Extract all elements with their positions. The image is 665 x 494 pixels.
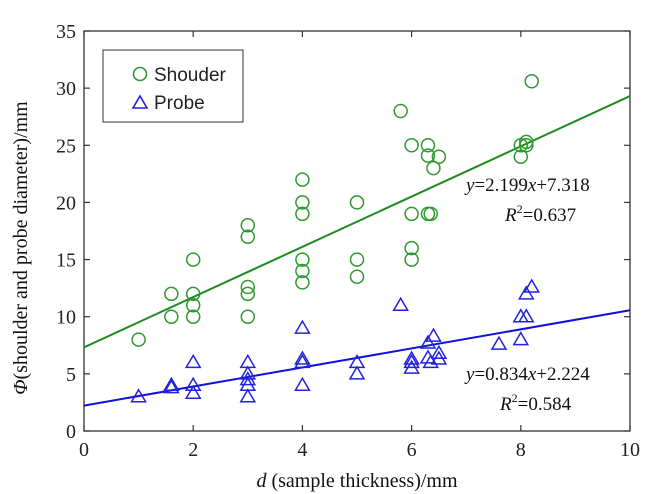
shoulder-point <box>240 309 256 324</box>
probe-point <box>419 334 437 349</box>
shoulder-point <box>240 279 256 295</box>
probe-point <box>184 384 202 400</box>
shoulder-point <box>185 298 201 313</box>
shoulder-point <box>164 309 179 324</box>
probe-point <box>403 350 420 365</box>
probe-point <box>163 376 180 392</box>
probe-point <box>512 331 530 346</box>
probe-point <box>294 353 311 369</box>
shoulder-point <box>420 148 436 163</box>
shoulder-point <box>185 252 201 267</box>
shoulder-point <box>349 252 365 267</box>
shoulder-point <box>295 195 310 210</box>
shoulder-point <box>240 218 256 233</box>
probe-point <box>239 371 257 386</box>
probe-point <box>294 376 311 392</box>
shoulder-point <box>519 138 534 153</box>
probe-point <box>392 296 409 312</box>
x-axis-title: d (sample thickness)/mm <box>256 470 458 492</box>
shoulder-point <box>519 134 534 150</box>
shoulder-point <box>524 74 539 89</box>
shoulder-point <box>393 103 408 119</box>
y-tick-label: 30 <box>56 78 76 100</box>
shoulder-point <box>404 206 419 222</box>
shoulder-point <box>295 252 310 267</box>
x-tick-label: 2 <box>188 439 198 461</box>
shoulder-point <box>131 332 146 347</box>
x-tick-label: 8 <box>516 439 526 461</box>
shoulder-point <box>349 195 365 210</box>
shoulder-point <box>404 240 419 256</box>
probe-point <box>294 350 311 365</box>
probe-point <box>130 388 147 403</box>
probe-point <box>294 319 311 334</box>
x-tick-label: 0 <box>79 439 89 461</box>
x-tick-label: 10 <box>620 439 640 461</box>
y-tick-label: 10 <box>56 307 76 329</box>
probe-point <box>239 388 257 403</box>
y-tick-label: 25 <box>56 135 76 157</box>
legend-marker-shoulder <box>132 66 148 82</box>
x-tick-label: 6 <box>407 439 417 461</box>
probe-point <box>163 379 180 394</box>
shoulder-equation: y=2.199x+7.318 <box>464 175 590 196</box>
shoulder-point <box>513 149 529 164</box>
shoulder-point <box>240 229 256 244</box>
shoulder-r2: R2=0.637 <box>504 202 576 226</box>
shoulder-point <box>431 149 447 164</box>
y-tick-label: 5 <box>66 364 76 386</box>
y-tick-label: 20 <box>56 192 76 214</box>
shoulder-point <box>164 286 179 302</box>
probe-point <box>517 308 535 323</box>
probe-point <box>425 327 442 342</box>
probe-point <box>430 344 448 360</box>
probe-point <box>523 278 541 293</box>
axis-ticks: 0 2 4 6 8 10 0 5 10 15 20 25 30 35 <box>56 21 640 461</box>
probe-point <box>403 359 420 374</box>
y-tick-label: 0 <box>66 421 76 443</box>
y-tick-label: 15 <box>56 250 76 272</box>
legend-label-probe: Probe <box>154 93 205 114</box>
shoulder-point <box>295 206 310 222</box>
shoulder-point <box>349 269 365 284</box>
y-axis-title: Φ(shoulder and probe diameter)/mm <box>10 101 32 395</box>
shoulder-point <box>185 286 201 302</box>
data-marks <box>130 74 541 403</box>
probe-point <box>184 376 202 392</box>
y-tick-label: 35 <box>56 21 76 43</box>
probe-point <box>348 365 366 380</box>
shoulder-point <box>240 286 256 302</box>
probe-point <box>403 353 420 369</box>
shoulder-fit-line <box>83 95 631 349</box>
shoulder-point <box>295 172 310 187</box>
legend: Shouder Probe <box>102 49 244 123</box>
probe-point <box>490 335 508 350</box>
x-tick-label: 4 <box>297 439 307 461</box>
legend-label-shoulder: Shouder <box>154 65 227 86</box>
shoulder-point <box>426 160 441 176</box>
shoulder-point <box>295 275 310 290</box>
shoulder-point <box>420 138 436 153</box>
shoulder-point <box>423 206 438 222</box>
shoulder-point <box>185 309 201 324</box>
shoulder-point <box>404 138 419 153</box>
probe-point <box>517 285 535 300</box>
probe-equation: y=0.834x+2.224 <box>464 364 590 385</box>
shoulder-point <box>295 263 310 279</box>
probe-r2: R2=0.584 <box>499 391 572 415</box>
legend-box <box>102 49 244 123</box>
shoulder-point <box>404 252 419 267</box>
probe-point <box>184 353 202 369</box>
legend-marker-probe <box>131 94 149 109</box>
